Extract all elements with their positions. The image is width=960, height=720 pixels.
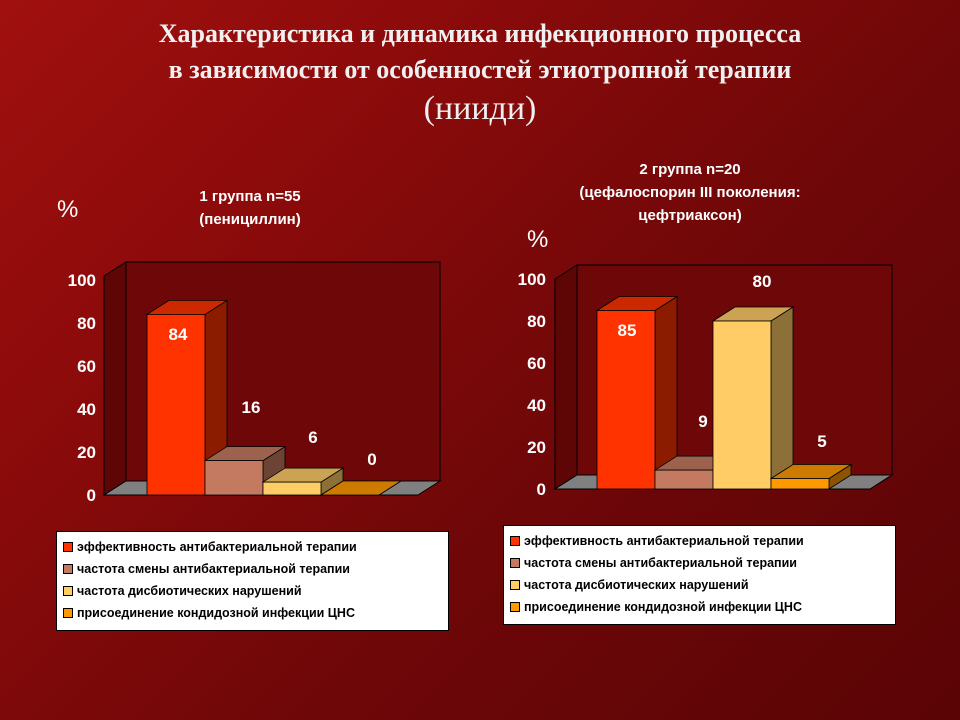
bar-data-label: 80 (753, 272, 772, 291)
legend-item: присоединение кондидозной инфекции ЦНС (63, 602, 442, 624)
legend-item: частота дисбиотических нарушений (63, 580, 442, 602)
chart2-percent-label: % (527, 226, 549, 253)
legend-swatch (63, 608, 73, 618)
title-line-1: Характеристика и динамика инфекционного … (158, 19, 802, 48)
legend-label: эффективность антибактериальной терапии (524, 534, 804, 548)
legend-label: частота смены антибактериальной терапии (77, 562, 350, 576)
bar (146, 313, 206, 496)
legend-swatch (510, 602, 520, 612)
legend-label: присоединение кондидозной инфекции ЦНС (77, 606, 355, 620)
bar-top-face (319, 480, 403, 496)
chart1-group-label-line: 1 группа n=55 (199, 188, 301, 205)
y-tick-label: 40 (77, 400, 96, 419)
legend-label: частота смены антибактериальной терапии (524, 556, 797, 570)
legend-label: эффективность антибактериальной терапии (77, 540, 357, 554)
y-tick-label: 0 (87, 486, 96, 505)
bar-data-label: 9 (698, 412, 707, 431)
legend-item: эффективность антибактериальной терапии (510, 530, 889, 552)
legend-swatch (63, 564, 73, 574)
legend-swatch (63, 586, 73, 596)
bar-data-label: 16 (242, 398, 261, 417)
legend-swatch (63, 542, 73, 552)
chart2-group-label-line: 2 группа n=20 (639, 161, 741, 178)
legend-item: присоединение кондидозной инфекции ЦНС (510, 596, 889, 618)
y-tick-label: 20 (77, 443, 96, 462)
chart-side-wall (103, 261, 127, 496)
chart-2: 0 20 40 60 80 100 85 9 80 5 (518, 264, 894, 499)
y-tick-label: 40 (527, 396, 546, 415)
y-tick-label: 60 (77, 357, 96, 376)
legend-swatch (510, 536, 520, 546)
bar-data-label: 5 (817, 432, 826, 451)
bar-data-label: 0 (367, 450, 376, 469)
title-line-2: в зависимости от особенностей этиотропно… (168, 55, 792, 84)
y-tick-label: 100 (518, 270, 546, 289)
bar (712, 320, 772, 490)
chart2-group-label: 2 группа n=20 (цефалоспорин III поколени… (530, 158, 850, 227)
bar-data-label: 84 (169, 325, 188, 344)
legend-label: частота дисбиотических нарушений (77, 584, 302, 598)
y-tick-label: 0 (537, 480, 546, 499)
bar (204, 460, 264, 496)
legend-item: частота дисбиотических нарушений (510, 574, 889, 596)
bar-side-face (770, 306, 794, 490)
bar (770, 478, 830, 490)
chart1-group-label-line: (пенициллин) (199, 211, 301, 228)
chart-side-wall (554, 264, 578, 490)
bar-data-label: 6 (308, 428, 317, 447)
y-tick-label: 80 (77, 314, 96, 333)
chart2-group-label-line: (цефалоспорин III поколения: (579, 184, 801, 201)
chart1-percent-label: % (57, 196, 79, 223)
legend-swatch (510, 580, 520, 590)
bar (654, 469, 714, 490)
bar-data-label: 85 (618, 321, 637, 340)
legend-item: частота смены антибактериальной терапии (63, 558, 442, 580)
legend-swatch (510, 558, 520, 568)
y-tick-label: 80 (527, 312, 546, 331)
title-line-3: (нииди) (423, 90, 537, 127)
slide-title: Характеристика и динамика инфекционного … (0, 16, 960, 130)
legend-item: частота смены антибактериальной терапии (510, 552, 889, 574)
y-tick-label: 20 (527, 438, 546, 457)
bar (262, 481, 322, 496)
legend-item: эффективность антибактериальной терапии (63, 536, 442, 558)
legend-label: частота дисбиотических нарушений (524, 578, 749, 592)
chart1-group-label: 1 группа n=55 (пенициллин) (150, 185, 350, 231)
chart1-legend: эффективность антибактериальной терапии ч… (56, 531, 449, 631)
y-tick-label: 60 (527, 354, 546, 373)
bar (596, 310, 656, 490)
chart2-group-label-line: цефтриаксон) (638, 207, 742, 224)
legend-label: присоединение кондидозной инфекции ЦНС (524, 600, 802, 614)
y-tick-label: 100 (68, 271, 96, 290)
chart2-legend: эффективность антибактериальной терапии ч… (503, 525, 896, 625)
